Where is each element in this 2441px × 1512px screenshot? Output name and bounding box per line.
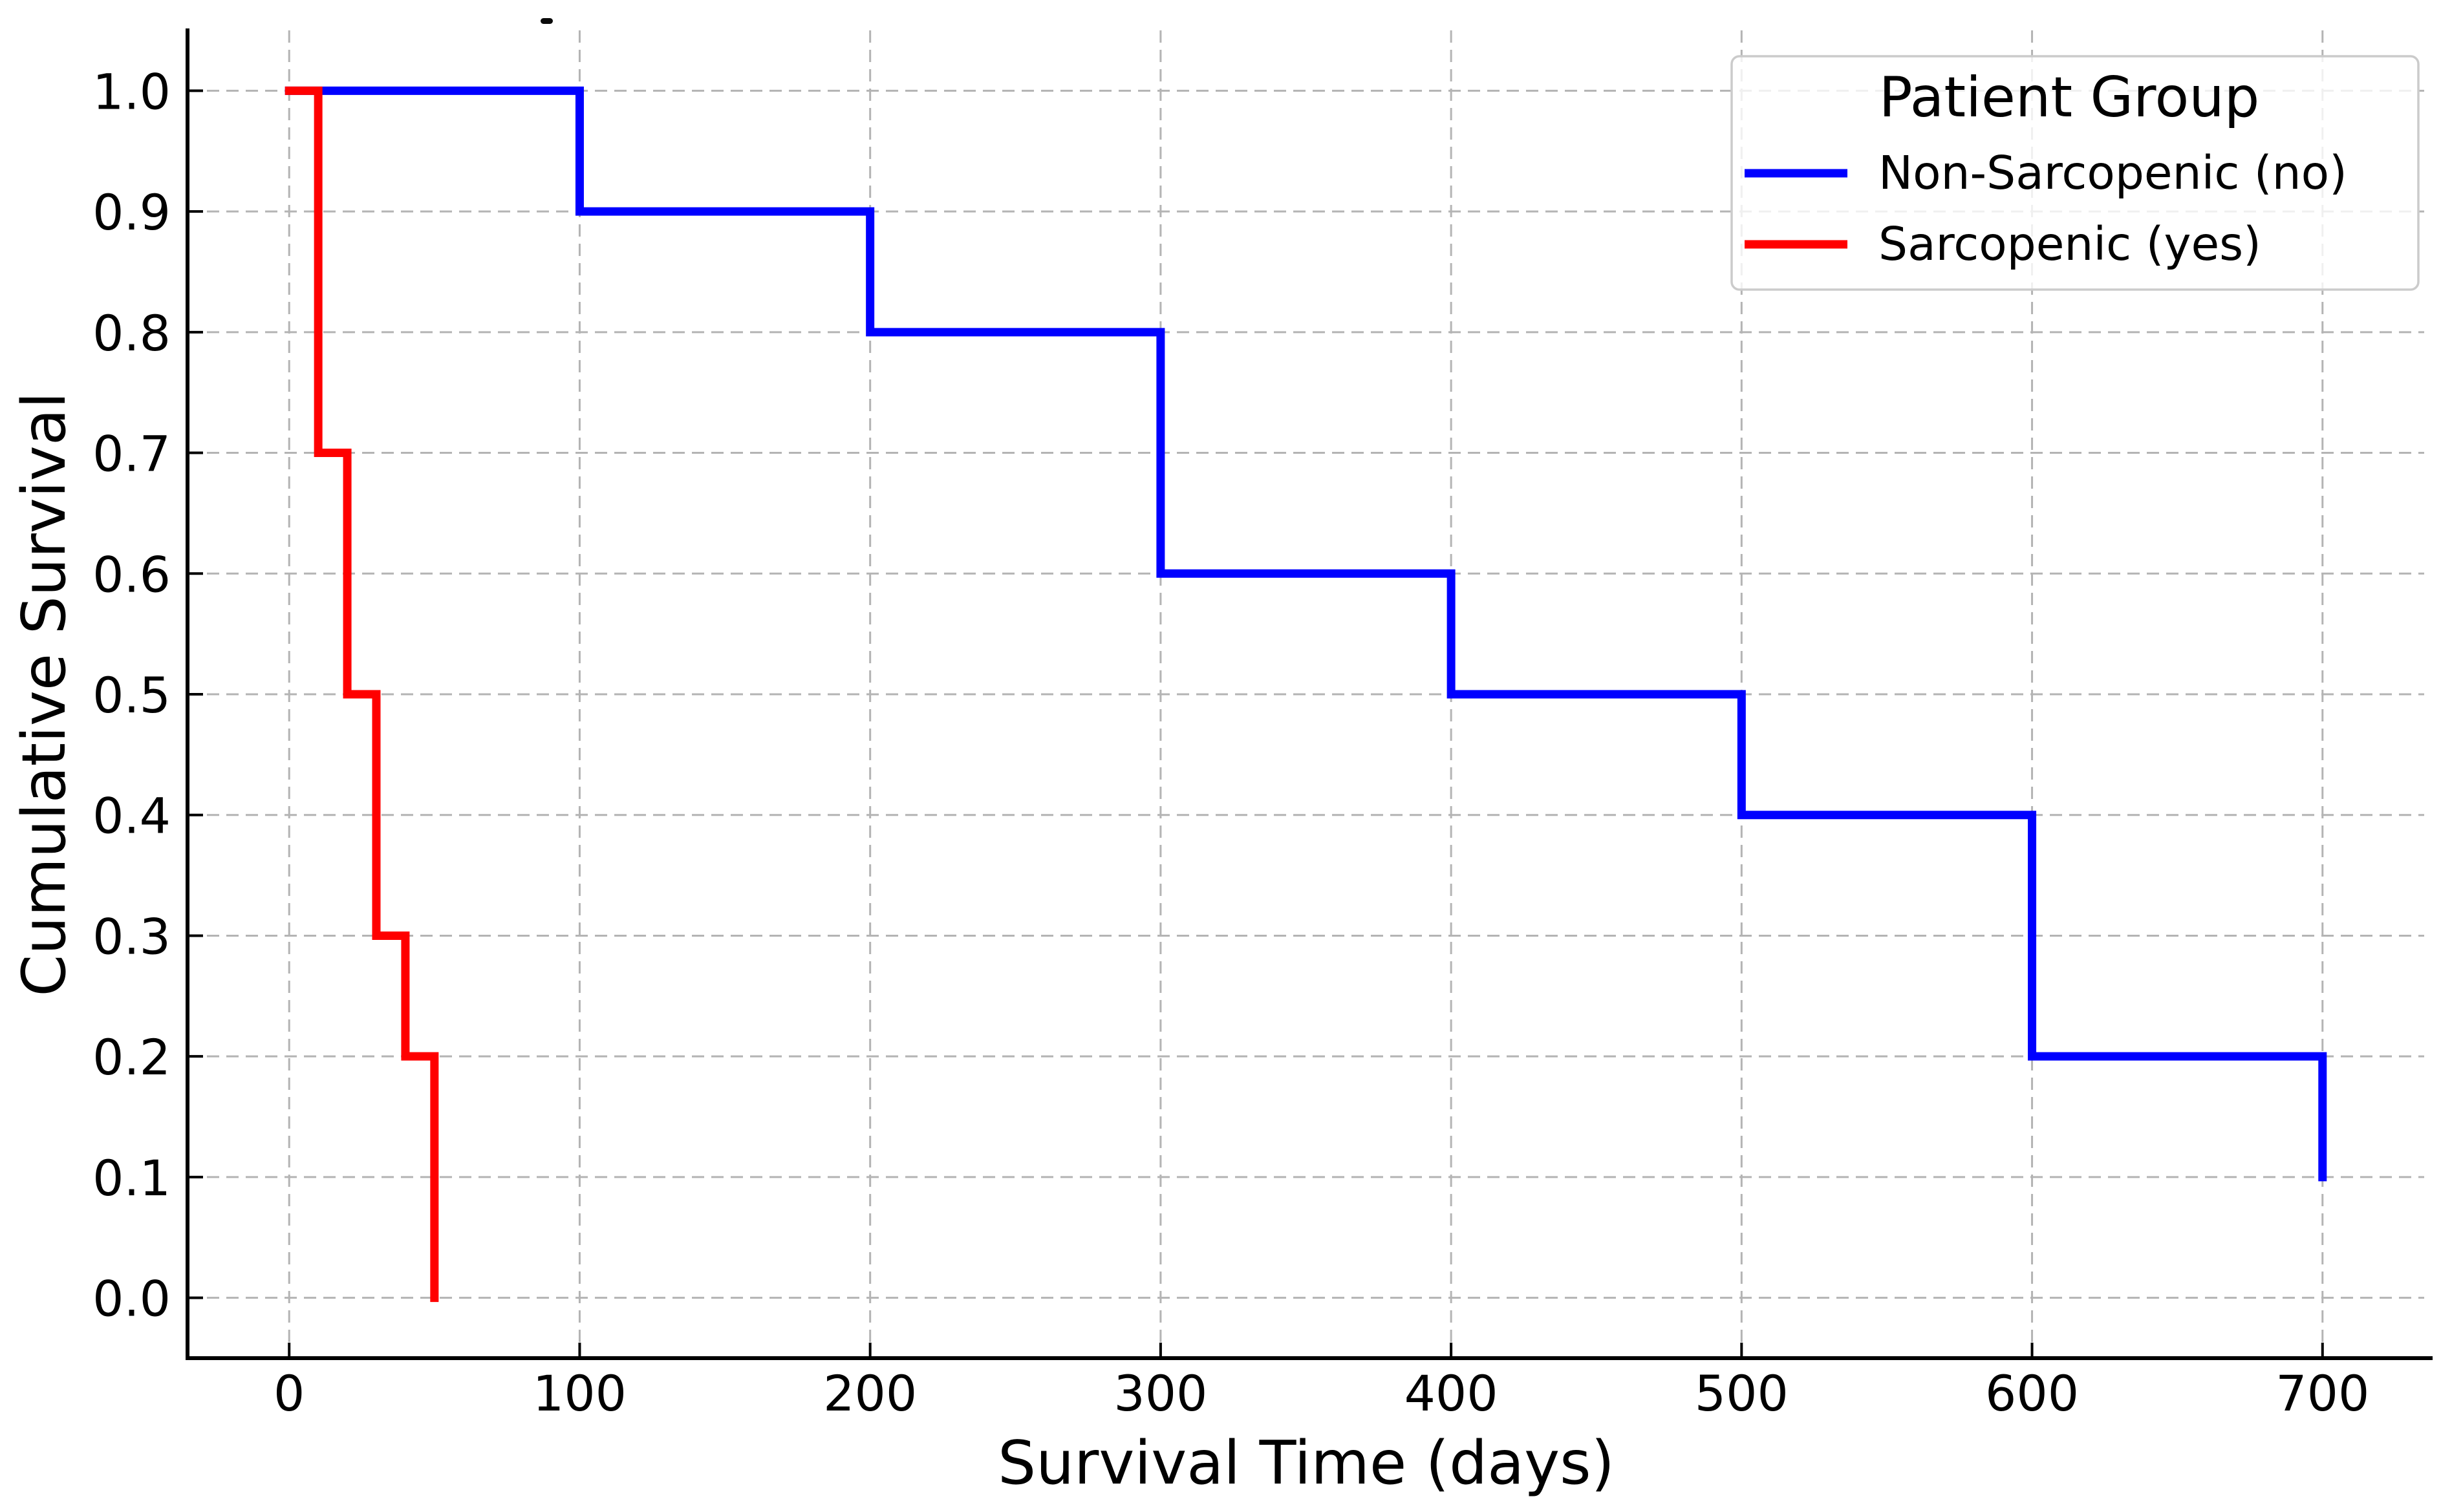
x-tick-label: 200	[823, 1365, 917, 1422]
survival-curve-sarcopenic-yes	[285, 86, 439, 1303]
top-artifact-mark	[541, 18, 553, 24]
survival-curve-non-sarcopenic-no	[285, 86, 2327, 1182]
y-axis-label: Cumulative Survival	[9, 392, 79, 996]
x-tick-label: 700	[2275, 1365, 2369, 1422]
x-tick-label: 500	[1695, 1365, 1789, 1422]
axis-labels: Survival Time (days) Cumulative Survival	[9, 392, 1615, 1498]
y-tick-label: 0.3	[92, 908, 171, 965]
y-tick-label: 0.4	[92, 787, 171, 845]
x-tick-label: 400	[1404, 1365, 1498, 1422]
series-curves	[285, 86, 2327, 1303]
y-tick-label: 0.6	[92, 546, 171, 603]
y-tick-label: 0.9	[92, 184, 171, 241]
legend: Patient Group Non-Sarcopenic (no) Sarcopen…	[1730, 55, 2420, 291]
y-tick-label: 0.1	[92, 1149, 171, 1207]
y-tick-label: 0.8	[92, 304, 171, 362]
x-tick-label: 300	[1113, 1365, 1207, 1422]
x-tick-label: 600	[1985, 1365, 2079, 1422]
legend-box	[1730, 55, 2420, 291]
y-tick-label: 0.0	[92, 1270, 171, 1328]
y-tick-label: 0.2	[92, 1028, 171, 1086]
axes-spines-ticks	[186, 28, 2433, 1360]
tick-labels: 0 100 200 300 400 500 600 700 0.0 0.1 0.2 0.3 0.4 0.5…	[92, 63, 2369, 1422]
y-tick-label: 1.0	[92, 63, 171, 120]
legend-entry-label: Non-Sarcopenic (no)	[1878, 146, 2347, 200]
legend-entry-label: Sarcopenic (yes)	[1878, 217, 2261, 271]
y-tick-label: 0.7	[92, 425, 171, 483]
y-tick-label: 0.5	[92, 666, 171, 724]
x-tick-label: 0	[274, 1365, 305, 1422]
x-tick-label: 100	[533, 1365, 627, 1422]
legend-title: Patient Group	[1879, 65, 2260, 130]
x-axis-label: Survival Time (days)	[998, 1428, 1615, 1498]
